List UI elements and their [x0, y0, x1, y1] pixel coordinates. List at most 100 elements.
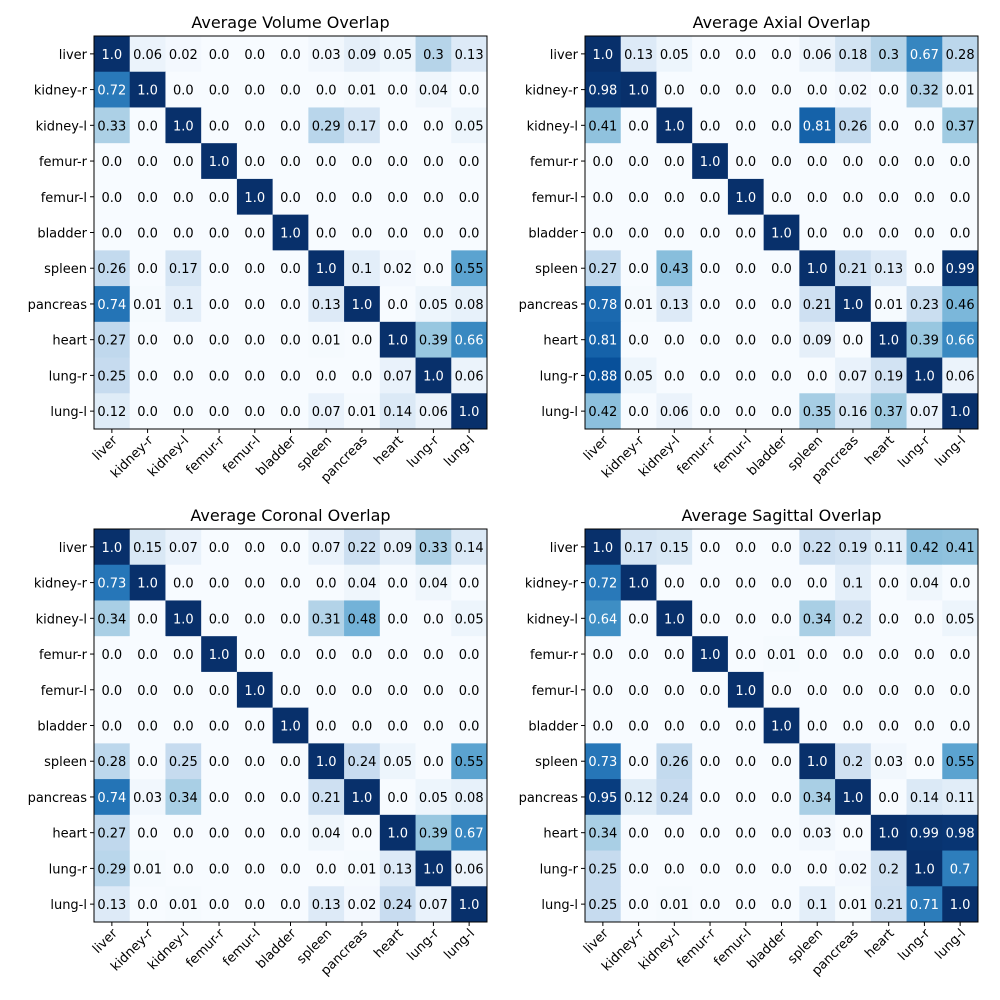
heatmap-cell: [308, 143, 345, 180]
heatmap-cell: [272, 814, 309, 852]
heatmap-cell: [451, 743, 488, 780]
x-tick-label: lung-l: [932, 433, 969, 470]
cell-value-label: 0.0: [387, 720, 408, 735]
cell-value-label: 0.78: [588, 298, 617, 313]
heatmap-cell: [585, 707, 622, 744]
y-tick-label: heart: [543, 334, 578, 349]
y-tick-label: kidney-l: [36, 612, 87, 627]
heatmap-cell: [799, 529, 836, 566]
heatmap-cell: [870, 529, 908, 566]
heatmap-cell: [906, 600, 943, 637]
x-tick-label: bladder: [254, 433, 300, 479]
heatmap-cell: [942, 250, 979, 287]
cell-value-label: 0.0: [280, 191, 301, 206]
heatmap-cell: [656, 321, 693, 359]
cell-value-label: 0.0: [316, 369, 337, 384]
cell-value-label: 0.55: [455, 262, 484, 277]
cell-value-label: 0.73: [588, 755, 617, 770]
heatmap-cell: [165, 886, 202, 923]
heatmap-cell: [763, 850, 800, 887]
heatmap-cell: [942, 886, 979, 923]
x-tick-label: femur-r: [183, 926, 228, 971]
heatmap-cell: [308, 286, 345, 323]
cell-value-label: 0.04: [419, 84, 448, 99]
heatmap-cell: [415, 600, 452, 637]
cell-value-label: 0.0: [244, 862, 265, 877]
heatmap-cell: [344, 529, 381, 566]
cell-value-label: 0.0: [700, 791, 721, 806]
cell-value-label: 0.0: [950, 720, 971, 735]
cell-value-label: 0.25: [588, 862, 617, 877]
heatmap-cell: [870, 600, 908, 637]
heatmap-cell: [727, 636, 765, 673]
cell-value-label: 0.0: [843, 684, 864, 699]
heatmap-cell: [620, 743, 657, 780]
y-tick-label: spleen: [44, 262, 87, 277]
cell-value-label: 0.0: [878, 155, 899, 170]
cell-value-label: 0.01: [946, 84, 975, 99]
heatmap-cell: [585, 743, 622, 780]
cell-value-label: 0.0: [593, 191, 614, 206]
cell-value-label: 0.0: [387, 612, 408, 627]
heatmap-cell: [308, 214, 345, 251]
cell-value-label: 0.19: [838, 541, 867, 556]
cell-value-label: 0.0: [209, 541, 230, 556]
heatmap-cell: [94, 321, 131, 359]
cell-value-label: 0.0: [807, 862, 828, 877]
y-tick-label: pancreas: [28, 298, 88, 313]
heatmap-cell: [942, 707, 979, 744]
cell-value-label: 0.0: [387, 791, 408, 806]
cell-value-label: 0.0: [244, 612, 265, 627]
cell-value-label: 0.06: [419, 405, 448, 420]
heatmap-cell: [942, 107, 979, 144]
heatmap-cell: [236, 214, 274, 251]
cell-value-label: 0.0: [914, 648, 935, 663]
cell-value-label: 0.0: [209, 577, 230, 592]
heatmap-cell: [415, 886, 452, 923]
y-tick-label: bladder: [37, 227, 87, 242]
cell-value-label: 0.09: [803, 334, 832, 349]
heatmap-cell: [415, 71, 452, 108]
cell-value-label: 1.0: [137, 577, 158, 592]
heatmap-cell: [165, 214, 202, 251]
cell-value-label: 0.07: [312, 541, 341, 556]
y-tick-label: femur-r: [39, 155, 88, 170]
heatmap-cell: [129, 886, 166, 923]
heatmap-cell: [308, 636, 345, 673]
heatmap-cell: [451, 143, 488, 180]
heatmap-cell: [201, 250, 238, 287]
cell-value-label: 0.09: [347, 48, 376, 63]
heatmap-cell: [451, 71, 488, 108]
heatmap-cell: [656, 886, 693, 923]
heatmap-cell: [656, 178, 693, 216]
cell-value-label: 1.0: [459, 405, 480, 420]
cell-value-label: 0.0: [628, 191, 649, 206]
heatmap-cell: [585, 250, 622, 287]
cell-value-label: 0.17: [347, 119, 376, 134]
cell-value-label: 1.0: [628, 84, 649, 99]
cell-value-label: 0.0: [735, 612, 756, 627]
heatmap-cell: [692, 814, 729, 852]
cell-value-label: 0.0: [700, 577, 721, 592]
y-tick-label: kidney-l: [527, 612, 578, 627]
cell-value-label: 0.0: [244, 755, 265, 770]
cell-value-label: 0.0: [735, 541, 756, 556]
heatmap-cell: [763, 636, 800, 673]
heatmap-cell: [727, 178, 765, 216]
y-tick-label: spleen: [44, 755, 87, 770]
chart-title: Average Volume Overlap: [191, 13, 389, 32]
heatmap-cell: [379, 357, 417, 394]
heatmap-cell: [236, 357, 274, 394]
cell-value-label: 0.0: [700, 369, 721, 384]
heatmap-cell: [656, 529, 693, 566]
heatmap-cell: [165, 250, 202, 287]
heatmap-cell: [415, 393, 452, 430]
cell-value-label: 0.0: [878, 227, 899, 242]
cell-value-label: 0.0: [102, 227, 123, 242]
cell-value-label: 0.07: [169, 541, 198, 556]
cell-value-label: 0.0: [244, 827, 265, 842]
cell-value-label: 0.0: [628, 684, 649, 699]
cell-value-label: 1.0: [807, 262, 828, 277]
heatmap-cell: [308, 107, 345, 144]
heatmap-cell: [727, 886, 765, 923]
